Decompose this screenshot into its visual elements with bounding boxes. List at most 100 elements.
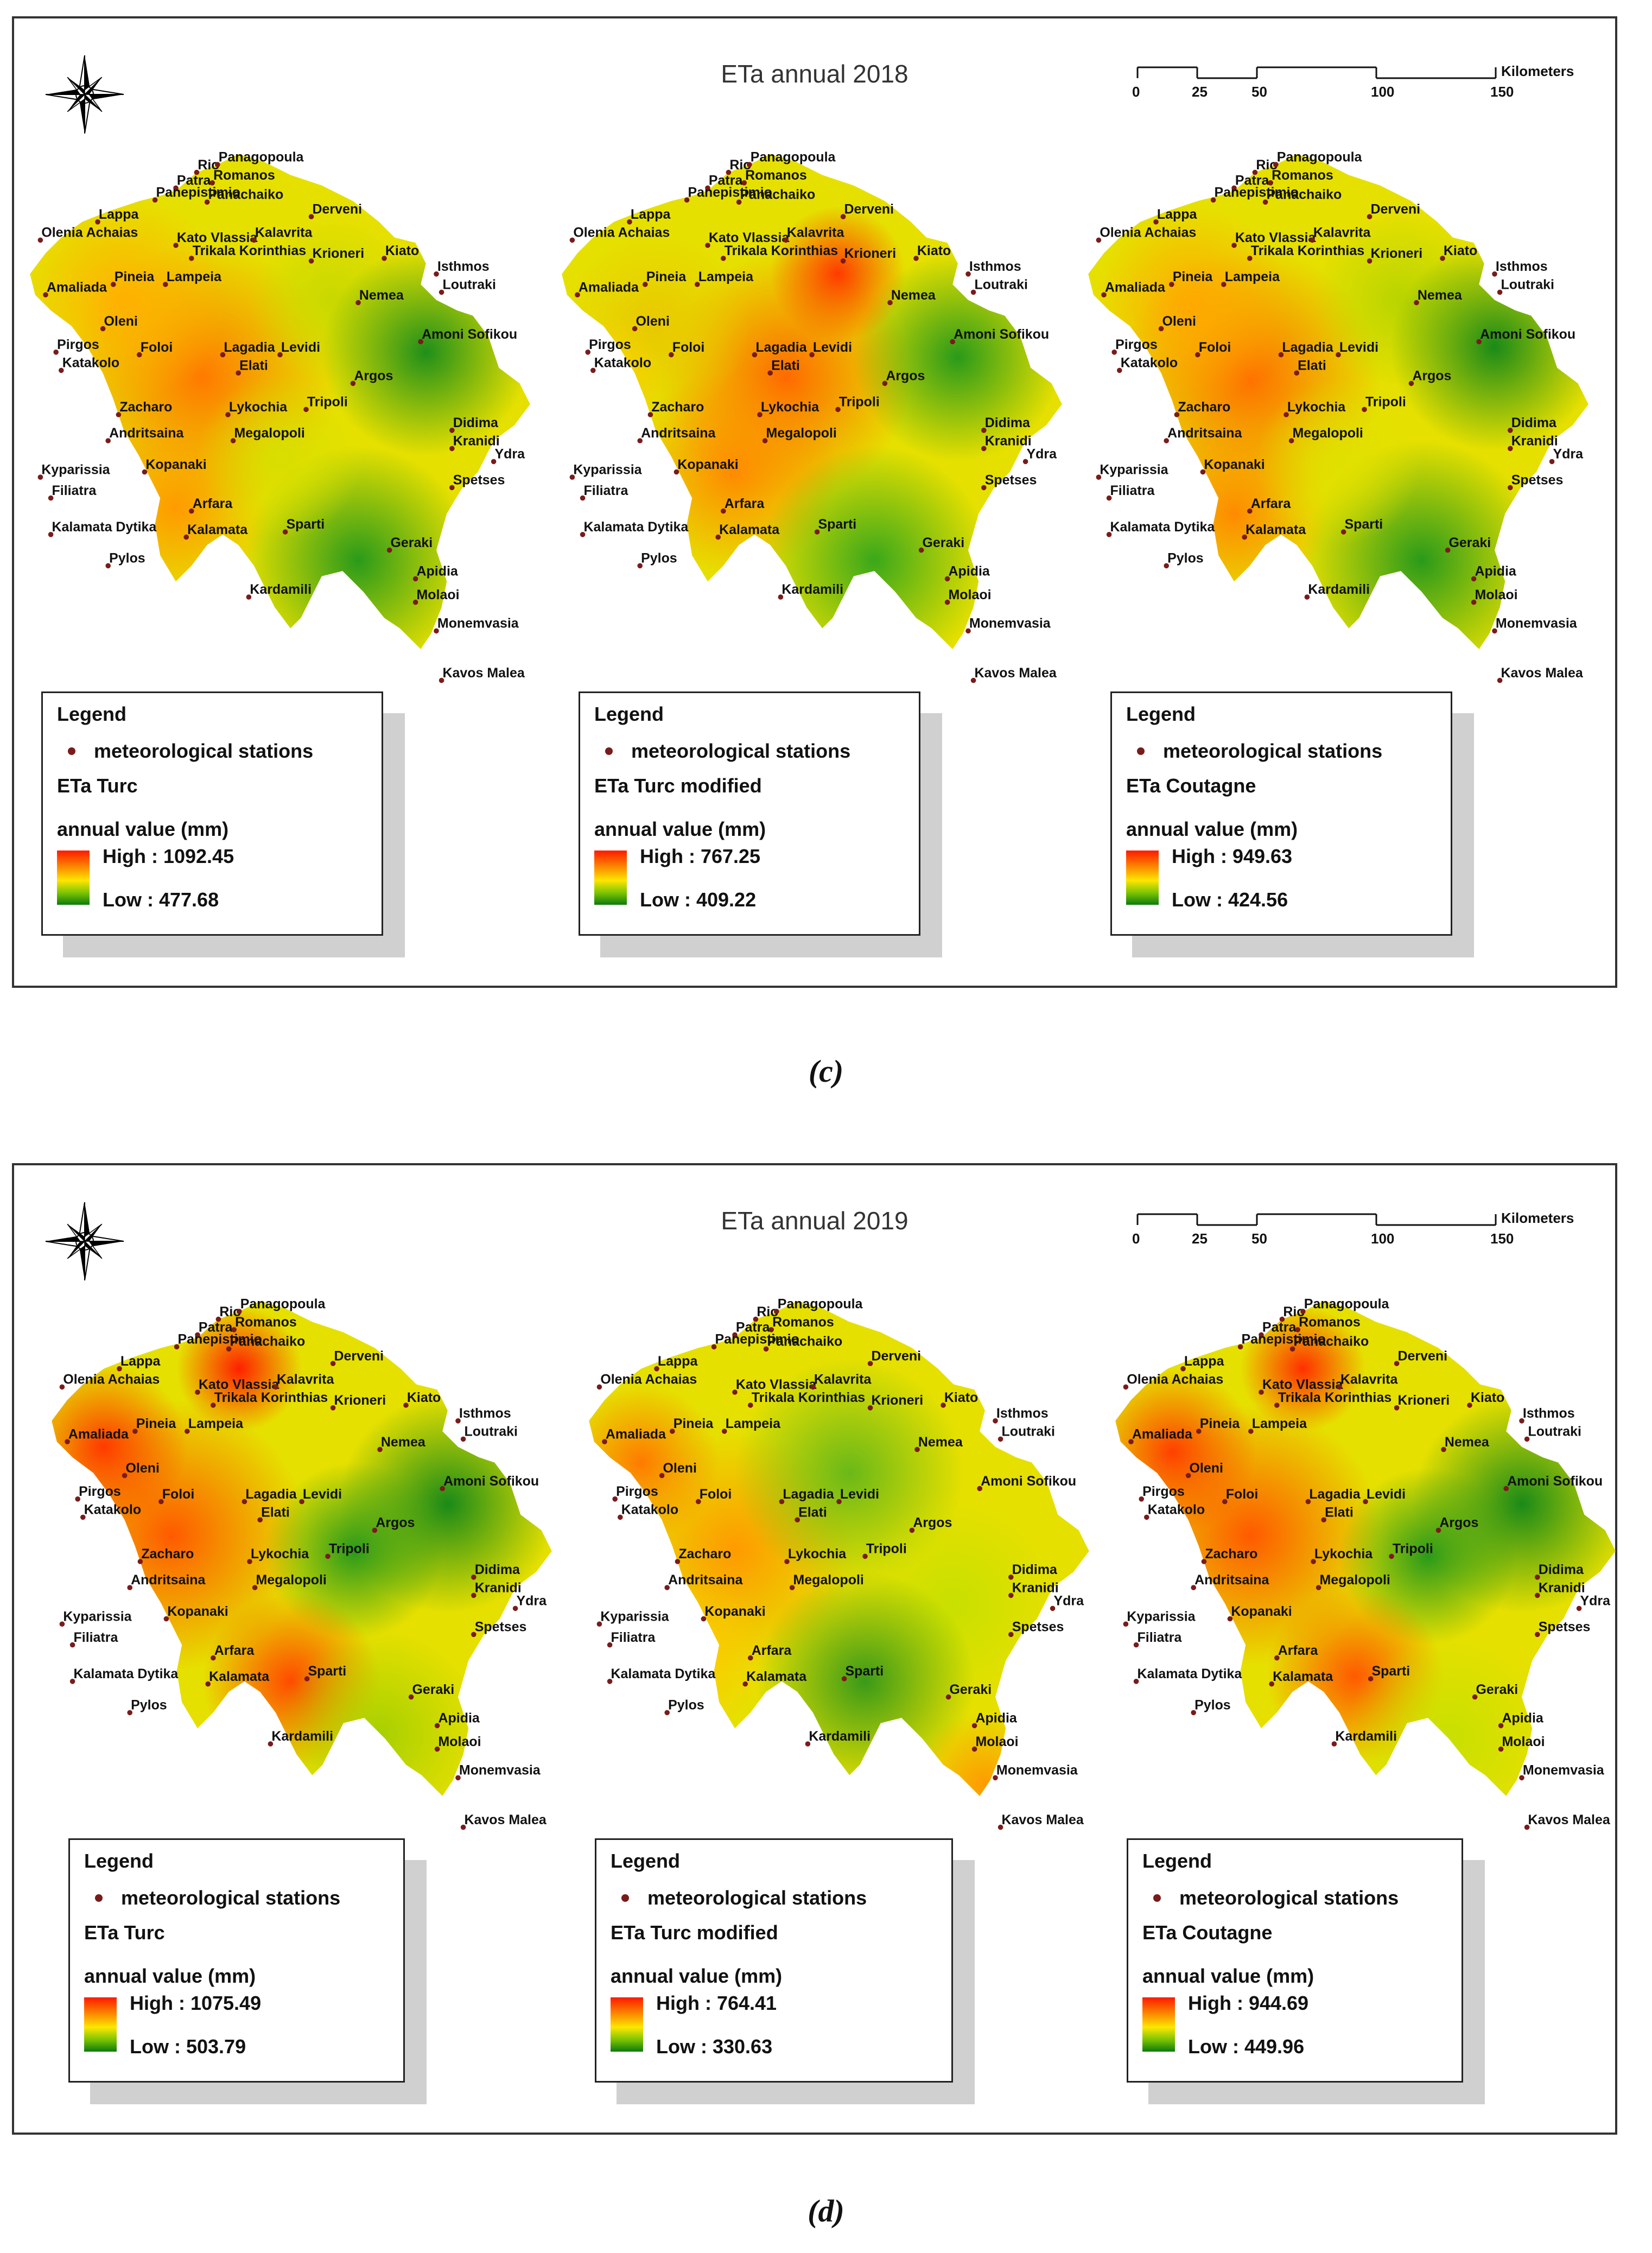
station-label: Spetses bbox=[1511, 473, 1564, 488]
station-marker bbox=[1196, 1429, 1202, 1434]
station-label: Kiato bbox=[944, 1390, 978, 1405]
station-marker bbox=[1503, 1486, 1509, 1492]
station-label: Kranidi bbox=[475, 1581, 522, 1596]
station-label: Geraki bbox=[1476, 1682, 1518, 1697]
station-label: Geraki bbox=[412, 1682, 455, 1697]
station-marker bbox=[127, 1585, 132, 1590]
station-marker bbox=[1535, 1575, 1540, 1580]
station-label: Arfara bbox=[214, 1643, 255, 1658]
station-marker bbox=[1519, 1775, 1524, 1781]
station-label: Lappa bbox=[658, 1354, 698, 1369]
station-marker bbox=[590, 367, 596, 373]
station-label: Didima bbox=[1539, 1562, 1584, 1577]
scale-tick-label: 0 bbox=[1132, 1230, 1140, 1247]
station-label: Argos bbox=[913, 1515, 952, 1531]
station-marker bbox=[1337, 1384, 1342, 1390]
station-label: Panagopoula bbox=[219, 149, 304, 164]
station-marker bbox=[1128, 1439, 1134, 1444]
figure-caption: (d) bbox=[808, 2193, 844, 2229]
station-label: Nemea bbox=[1418, 288, 1463, 303]
station-label: Kiato bbox=[385, 243, 419, 258]
legend-station-entry: meteorological stations bbox=[1142, 1887, 1447, 1909]
station-marker bbox=[1508, 428, 1513, 433]
station-marker bbox=[971, 1746, 977, 1752]
station-label: Zacharo bbox=[1178, 399, 1230, 415]
station-label: Tripoli bbox=[839, 395, 880, 410]
station-label: Kopanaki bbox=[1231, 1604, 1292, 1619]
legend-unit: annual value (mm) bbox=[611, 1965, 783, 1987]
station-marker bbox=[205, 1681, 211, 1687]
station-label: Lagadia bbox=[755, 340, 807, 355]
station-label: Kyparissia bbox=[573, 462, 642, 477]
station-label: Andritsaina bbox=[1167, 426, 1242, 441]
station-label: Panagopoula bbox=[778, 1296, 863, 1311]
station-marker bbox=[971, 1723, 977, 1729]
station-marker bbox=[647, 412, 653, 417]
station-marker bbox=[1111, 350, 1117, 355]
station-marker bbox=[237, 1309, 242, 1314]
station-marker bbox=[882, 380, 888, 386]
station-label: Kalavrita bbox=[787, 225, 845, 240]
station-label: Pineia bbox=[115, 269, 155, 284]
station-label: Argos bbox=[376, 1515, 415, 1531]
legend-unit: annual value (mm) bbox=[84, 1965, 256, 1987]
station-label: Pineia bbox=[673, 1416, 714, 1431]
station-marker bbox=[726, 169, 732, 175]
station-label: Arfara bbox=[752, 1643, 792, 1658]
station-label: Patra bbox=[1235, 173, 1270, 188]
station-marker bbox=[1368, 1676, 1374, 1681]
station-label: Didima bbox=[1012, 1562, 1058, 1577]
station-marker bbox=[1273, 162, 1279, 167]
station-label: Pineia bbox=[646, 269, 687, 284]
station-label: Ydra bbox=[517, 1594, 548, 1609]
station-marker bbox=[215, 1316, 221, 1322]
station-label: Loutraki bbox=[443, 277, 496, 293]
station-marker bbox=[1524, 1436, 1530, 1442]
station-marker bbox=[277, 352, 283, 358]
station-marker bbox=[950, 339, 955, 345]
station-label: Nemea bbox=[381, 1435, 426, 1450]
legend-color-ramp bbox=[84, 1997, 117, 2052]
station-marker bbox=[612, 1496, 618, 1502]
station-marker bbox=[993, 1775, 998, 1781]
station-label: Olenia Achaias bbox=[41, 225, 138, 240]
station-marker bbox=[455, 1775, 461, 1781]
station-marker bbox=[111, 282, 116, 287]
station-label: Kranidi bbox=[985, 434, 1032, 449]
station-marker bbox=[412, 576, 418, 582]
station-marker bbox=[997, 1824, 1003, 1830]
station-marker bbox=[299, 1499, 304, 1505]
station-label: Spetses bbox=[1539, 1620, 1591, 1635]
station-label: Kavos Malea bbox=[1002, 1812, 1084, 1827]
station-label: Foloi bbox=[1226, 1487, 1259, 1502]
station-marker bbox=[941, 1402, 946, 1408]
station-label: Kalamata Dytika bbox=[611, 1666, 716, 1681]
station-marker bbox=[1144, 1514, 1149, 1520]
scale-tick-label: 25 bbox=[1192, 1230, 1208, 1247]
station-label: Tripoli bbox=[329, 1541, 370, 1557]
station-label: Elati bbox=[261, 1505, 290, 1520]
station-label: Derveni bbox=[334, 1348, 384, 1363]
station-label: Kalavrita bbox=[277, 1372, 335, 1387]
station-label: Molaoi bbox=[417, 587, 460, 602]
legend-method: ETa Turc modified bbox=[611, 1921, 778, 1944]
station-label: Olenia Achaias bbox=[63, 1372, 160, 1387]
station-label: Kavos Malea bbox=[1501, 665, 1584, 681]
scale-tick-label: 100 bbox=[1371, 84, 1395, 100]
station-marker bbox=[1231, 185, 1237, 191]
station-marker bbox=[569, 237, 575, 243]
station-label: Kalamata bbox=[187, 522, 248, 537]
station-marker bbox=[1133, 1642, 1139, 1648]
station-label: Spetses bbox=[453, 473, 505, 488]
station-label: Kiato bbox=[407, 1390, 441, 1405]
station-marker bbox=[491, 459, 497, 465]
station-label: Isthmos bbox=[437, 259, 490, 274]
station-marker bbox=[194, 169, 200, 175]
station-marker bbox=[37, 474, 43, 480]
station-label: Panachaiko bbox=[767, 1334, 843, 1349]
station-label: Foloi bbox=[700, 1487, 732, 1502]
station-label: Krionerі bbox=[334, 1393, 386, 1408]
station-marker bbox=[1441, 1446, 1446, 1452]
station-label: Tripoli bbox=[1365, 395, 1406, 410]
station-marker bbox=[189, 256, 194, 261]
